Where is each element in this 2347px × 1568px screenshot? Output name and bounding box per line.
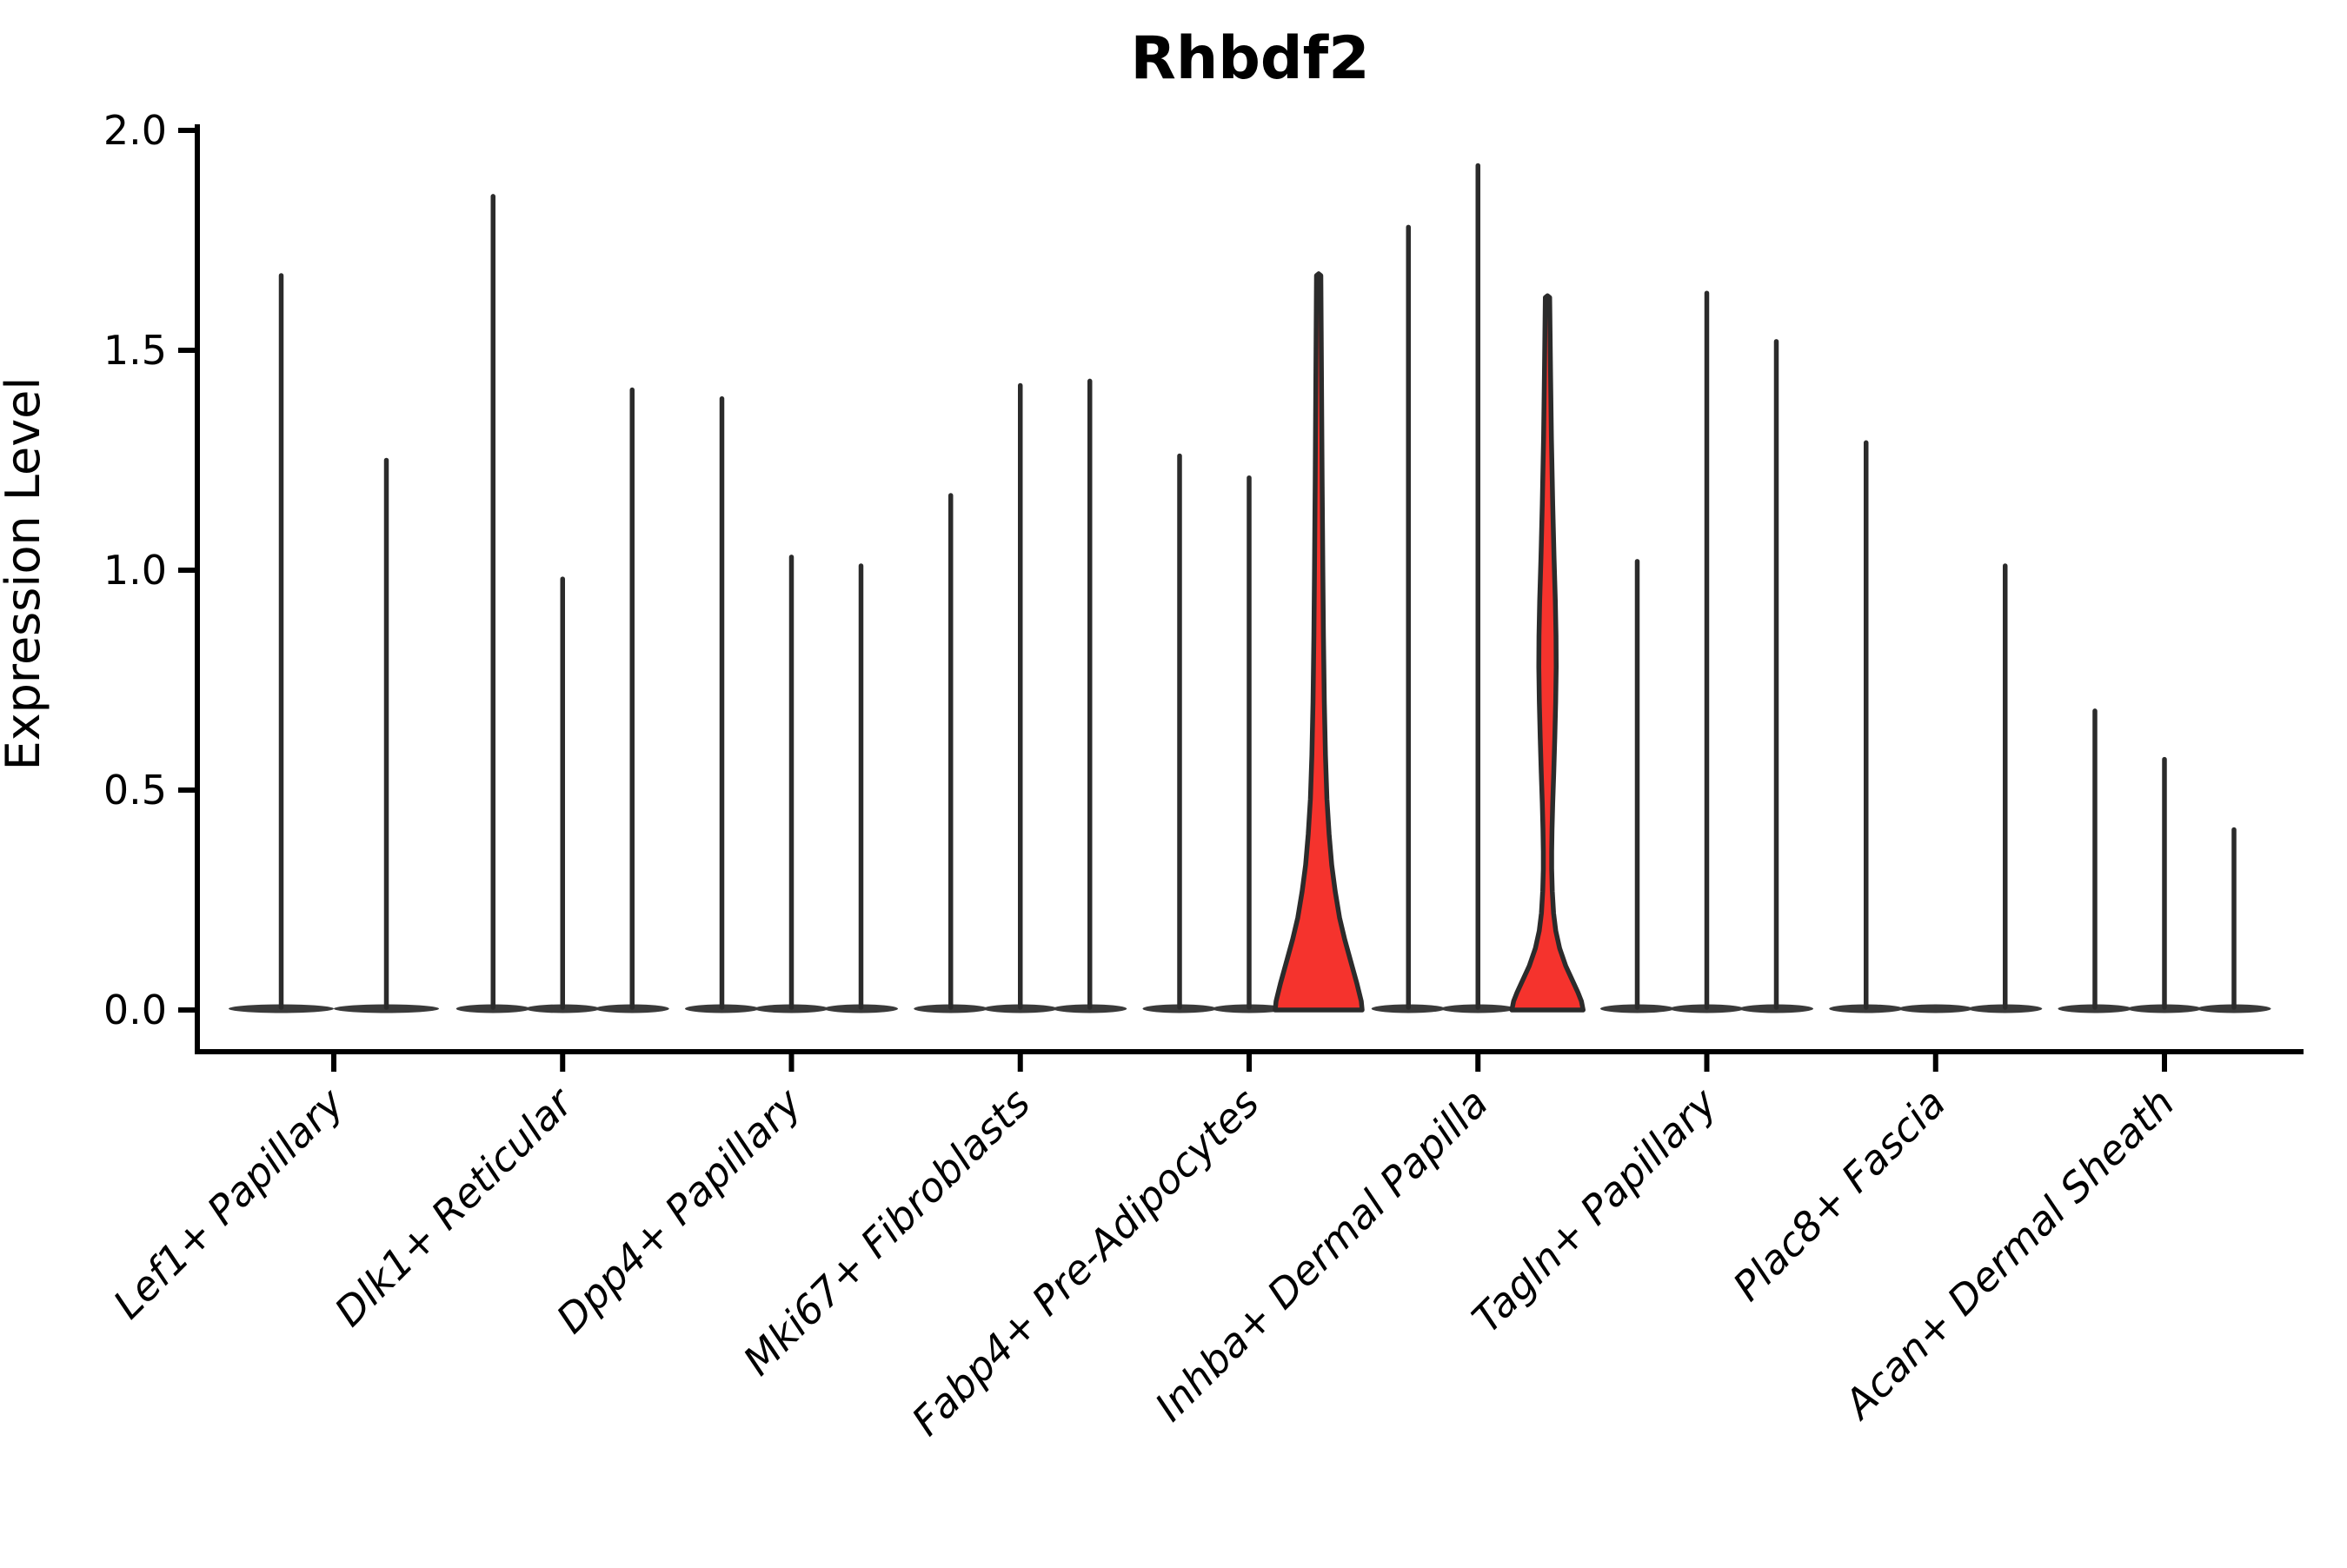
y-tick-label: 1.0	[103, 547, 167, 594]
violin-4-2	[1273, 271, 1365, 1013]
violins-layer	[229, 163, 2271, 1013]
chart-title: Rhbdf2	[1130, 24, 1369, 93]
y-tick-label: 2.0	[103, 107, 167, 154]
y-tick-label: 1.5	[103, 327, 167, 374]
y-axis-label: Expression Level	[0, 377, 50, 771]
violin-7-1-base	[1898, 1004, 1973, 1013]
y-tick-label: 0.5	[103, 767, 167, 814]
violin-5-2	[1509, 293, 1586, 1013]
x-tick-label: Dpp4+ Papillary	[548, 1079, 811, 1342]
x-tick-label: Plac8+ Fascia	[1724, 1080, 1954, 1310]
x-tick-label: Tagln+ Papillary	[1463, 1079, 1726, 1342]
x-tick-label: Dlk1+ Reticular	[325, 1077, 583, 1335]
y-tick-label: 0.0	[103, 987, 167, 1033]
x-tick-label: Lef1+ Papillary	[104, 1079, 353, 1327]
